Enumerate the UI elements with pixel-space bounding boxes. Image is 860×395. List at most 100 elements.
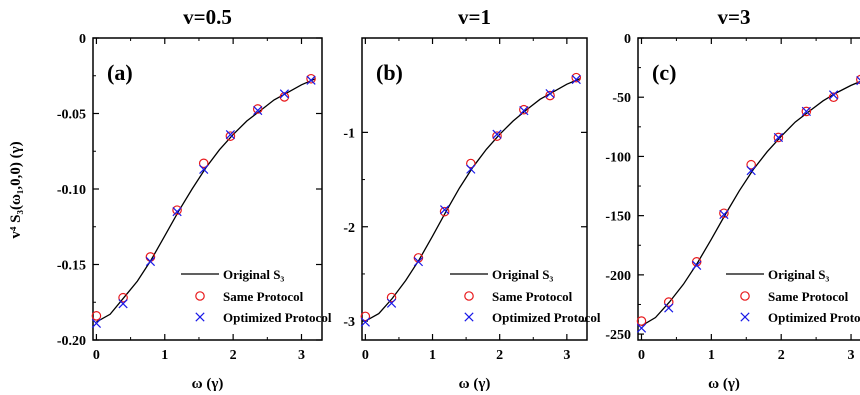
data-point-same-protocol bbox=[719, 208, 729, 219]
data-point-optimized-protocol bbox=[746, 166, 756, 176]
data-point-same-protocol bbox=[773, 132, 784, 143]
data-point-same-protocol bbox=[856, 74, 860, 85]
data-point-same-protocol bbox=[386, 292, 397, 303]
data-point-optimized-protocol bbox=[439, 205, 450, 215]
y-tick-label: 0 bbox=[624, 32, 631, 47]
data-point-same-protocol bbox=[252, 104, 263, 114]
panel-b: v=1 (b) 0 1 2 3 -1 -2 -3 ω (γ) Original S₃ Same Pro… bbox=[343, 5, 600, 392]
data-point-same-protocol bbox=[801, 106, 812, 117]
data-point-optimized-protocol bbox=[801, 106, 811, 117]
data-point-same-protocol bbox=[279, 92, 290, 102]
data-point-optimized-protocol bbox=[413, 257, 424, 267]
data-point-optimized-protocol bbox=[279, 89, 290, 99]
data-point-optimized-protocol bbox=[719, 209, 729, 220]
x-axis-label: ω (γ) bbox=[192, 376, 224, 392]
data-point-optimized-protocol bbox=[519, 106, 529, 116]
legend-label-same: Same Protocol bbox=[223, 289, 304, 304]
series-line-original-s3 bbox=[365, 78, 581, 322]
x-tick-label: 1 bbox=[161, 348, 168, 363]
data-point-optimized-protocol bbox=[545, 89, 555, 99]
y-axis-label: v⁴ S₃(ω₁,0,0) (γ) bbox=[8, 141, 24, 238]
data-point-optimized-protocol bbox=[386, 298, 397, 308]
x-tick-label: 2 bbox=[496, 348, 503, 363]
data-point-same-protocol bbox=[172, 205, 182, 215]
data-point-optimized-protocol bbox=[828, 90, 839, 100]
data-point-same-protocol bbox=[118, 292, 128, 303]
data-point-optimized-protocol bbox=[91, 318, 102, 329]
legend-swatch-circle bbox=[195, 291, 205, 301]
legend-swatch-circle bbox=[464, 291, 474, 301]
data-point-optimized-protocol bbox=[664, 303, 674, 313]
data-point-optimized-protocol bbox=[118, 299, 128, 309]
y-tick-label: -150 bbox=[605, 210, 631, 225]
legend: Original S₃ Same Protocol Optimized Protoc… bbox=[450, 267, 601, 325]
data-point-same-protocol bbox=[306, 73, 316, 84]
data-point-same-protocol bbox=[828, 92, 839, 103]
x-tick-label: 1 bbox=[429, 348, 436, 363]
x-axis-label: ω (γ) bbox=[459, 376, 491, 392]
data-point-optimized-protocol bbox=[306, 75, 316, 85]
x-tick-label: 2 bbox=[230, 348, 237, 363]
y-tick-label: -2 bbox=[343, 221, 355, 236]
data-point-optimized-protocol bbox=[172, 207, 182, 217]
y-tick-label: -3 bbox=[343, 315, 355, 330]
data-point-same-protocol bbox=[636, 316, 647, 326]
panel-label: (b) bbox=[376, 60, 403, 85]
panels: v=0.5 (a) 0 1 2 3 0 -0.05 -0.10 -0.15 -0.20 ω (γ) Or… bbox=[57, 5, 860, 392]
y-tick-label: 0 bbox=[79, 32, 86, 47]
panel-label: (c) bbox=[652, 60, 676, 85]
legend-swatch-circle bbox=[740, 291, 750, 301]
data-point-same-protocol bbox=[663, 297, 674, 307]
y-tick-label: -0.05 bbox=[57, 108, 86, 123]
data-point-optimized-protocol bbox=[360, 317, 370, 327]
legend: Original S₃ Same Protocol Optimized Protoc… bbox=[181, 267, 332, 325]
data-point-optimized-protocol bbox=[199, 164, 209, 174]
data-point-same-protocol bbox=[225, 131, 236, 141]
data-point-optimized-protocol bbox=[466, 164, 476, 174]
data-point-same-protocol bbox=[439, 206, 450, 217]
legend-label-same: Same Protocol bbox=[492, 289, 573, 304]
x-tick-label: 3 bbox=[563, 348, 570, 363]
data-point-same-protocol bbox=[360, 311, 371, 322]
plot-frame bbox=[361, 37, 588, 341]
x-axis-label: ω (γ) bbox=[708, 376, 740, 392]
data-point-same-protocol bbox=[571, 72, 582, 83]
data-point-optimized-protocol bbox=[253, 105, 263, 116]
panel-a: v=0.5 (a) 0 1 2 3 0 -0.05 -0.10 -0.15 -0.20 ω (γ) Or… bbox=[57, 5, 332, 392]
panel-title: v=3 bbox=[718, 5, 751, 29]
series-line-original-s3 bbox=[641, 80, 860, 327]
data-point-optimized-protocol bbox=[571, 74, 581, 85]
x-tick-label: 2 bbox=[778, 348, 785, 363]
y-tick-label: -200 bbox=[605, 269, 631, 284]
panel-label: (a) bbox=[107, 60, 133, 85]
x-tick-label: 1 bbox=[708, 348, 715, 363]
panel-title: v=1 bbox=[458, 5, 491, 29]
data-point-optimized-protocol bbox=[492, 129, 502, 139]
y-tick-label: -100 bbox=[605, 150, 631, 165]
data-point-same-protocol bbox=[519, 104, 529, 115]
data-point-optimized-protocol bbox=[225, 130, 236, 140]
y-tick-label: -1 bbox=[343, 126, 355, 141]
plot-frame bbox=[637, 37, 860, 341]
series-line-original-s3 bbox=[96, 78, 316, 323]
legend-swatch-cross bbox=[195, 312, 205, 322]
legend-swatch-cross bbox=[464, 312, 474, 322]
x-tick-label: 0 bbox=[638, 348, 645, 363]
y-tick-label: -50 bbox=[612, 91, 631, 106]
legend-swatch-cross bbox=[740, 312, 750, 322]
y-tick-label: -250 bbox=[605, 328, 631, 343]
legend-label-same: Same Protocol bbox=[768, 289, 849, 304]
y-tick-label: -0.10 bbox=[57, 183, 86, 198]
data-point-same-protocol bbox=[492, 131, 502, 141]
y-tick-label: -0.20 bbox=[57, 334, 86, 349]
data-point-same-protocol bbox=[746, 159, 756, 170]
panel-c: v=3 (c) 0 1 2 3 0 -50 -100 -150 -200 -250 ω (γ) Origi… bbox=[605, 5, 860, 392]
data-point-same-protocol bbox=[545, 90, 555, 101]
legend-label-optimized: Optimized Protocol bbox=[223, 310, 332, 325]
x-tick-label: 0 bbox=[362, 348, 369, 363]
data-point-optimized-protocol bbox=[773, 132, 784, 143]
data-point-optimized-protocol bbox=[636, 323, 647, 333]
data-point-optimized-protocol bbox=[692, 260, 702, 271]
data-point-optimized-protocol bbox=[856, 76, 860, 86]
